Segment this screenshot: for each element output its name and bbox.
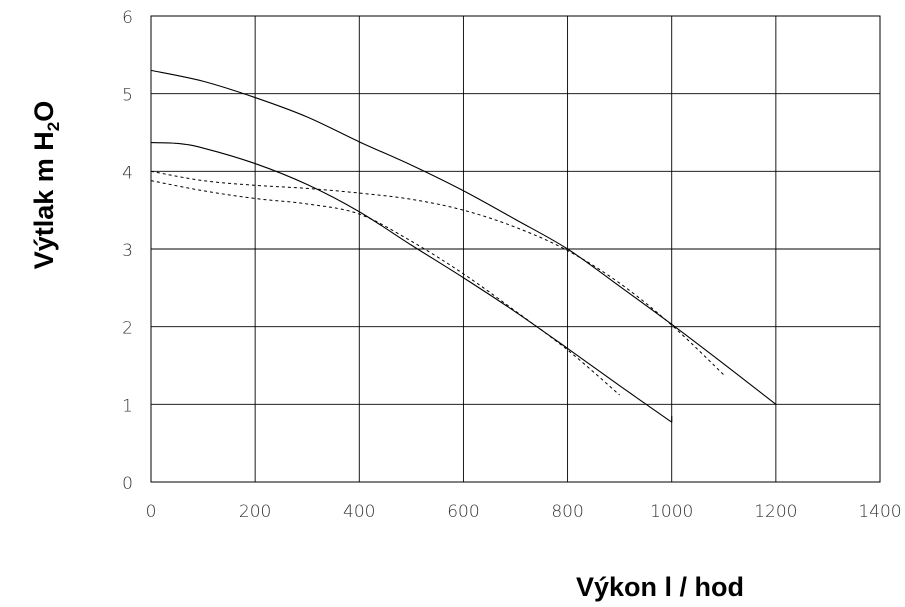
x-tick-label: 1200 (754, 502, 797, 522)
y-tick-label: 3 (122, 241, 133, 261)
x-tick-label: 1400 (858, 502, 901, 522)
x-tick-label: 200 (239, 502, 271, 522)
series-line-3 (150, 170, 725, 376)
y-tick-label: 4 (122, 163, 133, 183)
y-tick-label: 5 (122, 86, 133, 106)
y-tick-label: 0 (122, 474, 133, 494)
x-tick-labels: 0 200 400 600 800 1000 1200 1400 (146, 502, 902, 522)
x-tick-label: 0 (146, 502, 157, 522)
x-tick-label: 600 (447, 502, 479, 522)
grid (150, 15, 881, 483)
series-line-1 (150, 69, 777, 405)
plot-frame (150, 15, 881, 483)
x-axis-label: Výkon l / hod (576, 572, 744, 602)
x-tick-label: 400 (343, 502, 375, 522)
x-tick-label: 1000 (650, 502, 693, 522)
series-line-4 (150, 180, 620, 396)
y-axis-label-end: O (29, 101, 59, 122)
y-axis-label-subscript: 2 (44, 122, 63, 131)
x-tick-label: 800 (551, 502, 583, 522)
y-tick-label: 1 (122, 396, 133, 416)
series-group (150, 69, 777, 423)
series-line-2 (150, 142, 673, 423)
y-axis-label: Výtlak m H2O (29, 101, 63, 270)
y-tick-label: 6 (122, 8, 133, 28)
y-tick-labels: 0 1 2 3 4 5 6 (122, 8, 133, 494)
y-axis-label-main: Výtlak m H (29, 131, 59, 269)
y-tick-label: 2 (122, 319, 133, 339)
